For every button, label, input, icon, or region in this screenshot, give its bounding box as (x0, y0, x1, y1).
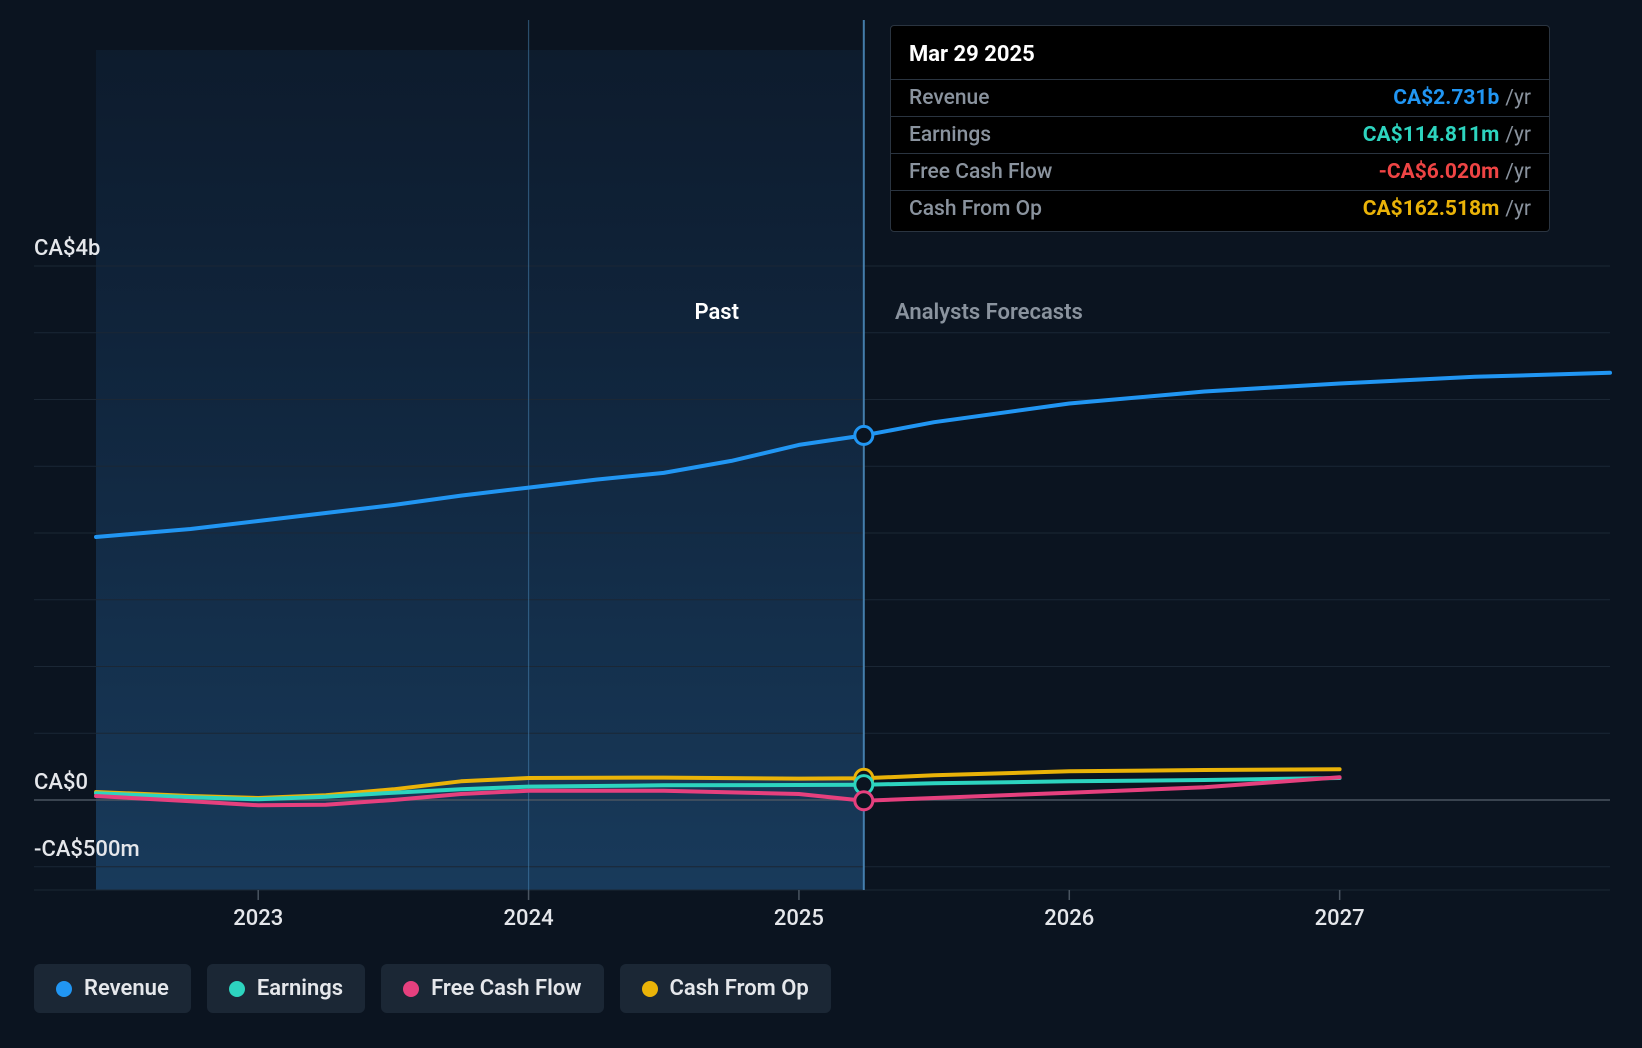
tooltip-row-label: Free Cash Flow (909, 160, 1379, 184)
tooltip-row-label: Revenue (909, 86, 1393, 110)
y-axis-tick-label: -CA$500m (34, 837, 140, 862)
tooltip-row-unit: /yr (1505, 86, 1531, 110)
tooltip-date: Mar 29 2025 (891, 38, 1549, 80)
tooltip-row-value: -CA$6.020m (1379, 160, 1500, 184)
legend-dot-icon (403, 981, 419, 997)
legend-dot-icon (56, 981, 72, 997)
tooltip-row-unit: /yr (1505, 197, 1531, 221)
chart-legend: Revenue Earnings Free Cash Flow Cash From O… (34, 964, 831, 1013)
y-axis-tick-label: CA$4b (34, 236, 100, 261)
tooltip-row: EarningsCA$114.811m/yr (891, 117, 1549, 154)
tooltip-row: RevenueCA$2.731b/yr (891, 80, 1549, 117)
tooltip-row-label: Cash From Op (909, 197, 1363, 221)
legend-item-earnings[interactable]: Earnings (207, 964, 365, 1013)
tooltip-row-label: Earnings (909, 123, 1363, 147)
x-axis-tick-label: 2023 (233, 906, 283, 931)
hover-tooltip: Mar 29 2025 RevenueCA$2.731b/yrEarningsC… (890, 25, 1550, 232)
legend-dot-icon (642, 981, 658, 997)
y-axis-tick-label: CA$0 (34, 770, 88, 795)
legend-item-label: Free Cash Flow (431, 976, 581, 1001)
legend-item-revenue[interactable]: Revenue (34, 964, 191, 1013)
legend-item-label: Earnings (257, 976, 343, 1001)
tooltip-row-unit: /yr (1505, 160, 1531, 184)
x-axis-tick-label: 2025 (774, 906, 824, 931)
tooltip-rows: RevenueCA$2.731b/yrEarningsCA$114.811m/y… (891, 80, 1549, 227)
tooltip-row: Cash From OpCA$162.518m/yr (891, 191, 1549, 227)
x-axis-tick-label: 2026 (1044, 906, 1094, 931)
financials-chart-root: CA$4b CA$0 -CA$500m 2023 2024 2025 2026 2027 P… (0, 0, 1642, 1048)
region-label-forecast: Analysts Forecasts (895, 300, 1083, 325)
tooltip-row: Free Cash Flow-CA$6.020m/yr (891, 154, 1549, 191)
x-axis-tick-label: 2024 (504, 906, 554, 931)
x-axis-tick-label: 2027 (1315, 906, 1365, 931)
tooltip-row-value: CA$114.811m (1363, 123, 1499, 147)
tooltip-row-unit: /yr (1505, 123, 1531, 147)
legend-item-free_cash_flow[interactable]: Free Cash Flow (381, 964, 603, 1013)
legend-item-cash_from_op[interactable]: Cash From Op (620, 964, 831, 1013)
region-label-past: Past (694, 300, 739, 325)
legend-item-label: Cash From Op (670, 976, 809, 1001)
tooltip-row-value: CA$2.731b (1393, 86, 1499, 110)
legend-dot-icon (229, 981, 245, 997)
tooltip-row-value: CA$162.518m (1363, 197, 1499, 221)
legend-item-label: Revenue (84, 976, 169, 1001)
